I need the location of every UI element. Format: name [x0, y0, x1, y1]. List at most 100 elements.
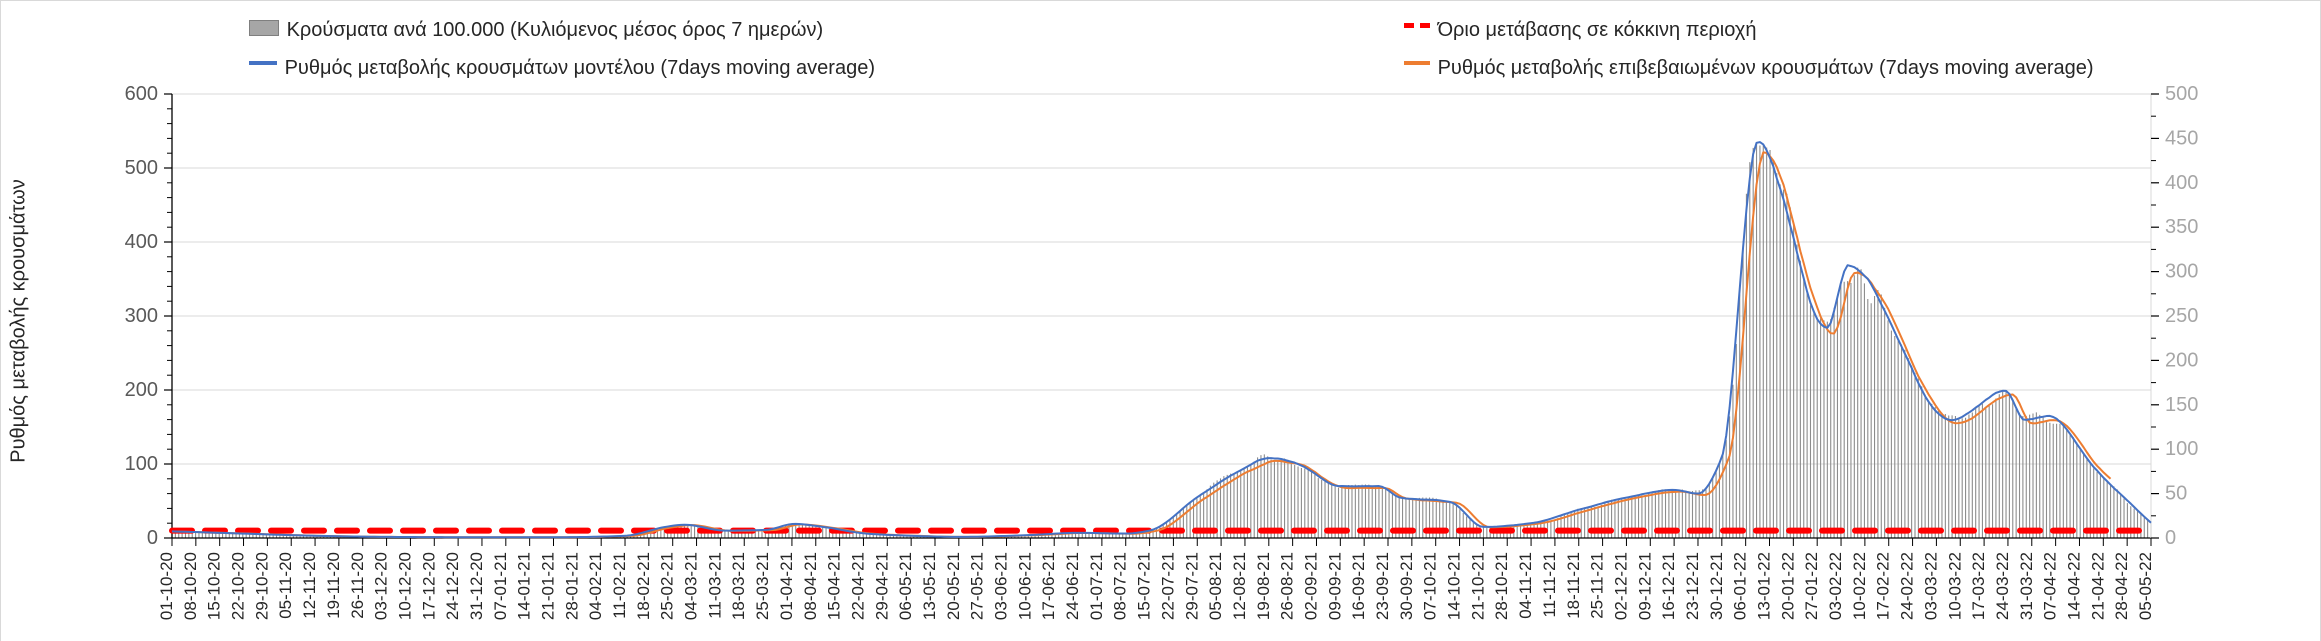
svg-text:09-09-21: 09-09-21	[1325, 552, 1344, 620]
svg-text:27-01-22: 27-01-22	[1802, 552, 1821, 620]
svg-text:01-10-20: 01-10-20	[157, 552, 176, 620]
svg-text:200: 200	[2165, 349, 2198, 371]
svg-text:24-02-22: 24-02-22	[1898, 552, 1917, 620]
svg-text:14-01-21: 14-01-21	[515, 552, 534, 620]
svg-text:08-04-21: 08-04-21	[801, 552, 820, 620]
svg-text:01-04-21: 01-04-21	[777, 552, 796, 620]
svg-text:150: 150	[2165, 394, 2198, 416]
svg-text:10-02-22: 10-02-22	[1850, 552, 1869, 620]
svg-text:10-12-20: 10-12-20	[395, 552, 414, 620]
svg-text:25-03-21: 25-03-21	[753, 552, 772, 620]
svg-text:26-08-21: 26-08-21	[1278, 552, 1297, 620]
svg-text:15-07-21: 15-07-21	[1135, 552, 1154, 620]
svg-text:18-11-21: 18-11-21	[1564, 552, 1583, 619]
svg-text:28-10-21: 28-10-21	[1492, 552, 1511, 620]
svg-text:400: 400	[2165, 172, 2198, 194]
svg-text:18-02-21: 18-02-21	[634, 552, 653, 620]
svg-text:22-07-21: 22-07-21	[1158, 552, 1177, 620]
svg-text:300: 300	[125, 305, 158, 327]
svg-text:17-03-22: 17-03-22	[1969, 552, 1988, 620]
svg-text:27-05-21: 27-05-21	[968, 552, 987, 620]
svg-text:10-03-22: 10-03-22	[1945, 552, 1964, 620]
svg-text:21-04-22: 21-04-22	[2088, 552, 2107, 620]
svg-text:10-06-21: 10-06-21	[1015, 552, 1034, 620]
svg-text:31-12-20: 31-12-20	[467, 552, 486, 620]
svg-text:02-12-21: 02-12-21	[1611, 552, 1630, 620]
svg-text:01-07-21: 01-07-21	[1087, 552, 1106, 620]
svg-text:600: 600	[125, 83, 158, 105]
svg-text:250: 250	[2165, 305, 2198, 327]
svg-text:03-06-21: 03-06-21	[992, 552, 1011, 620]
svg-text:11-11-21: 11-11-21	[1540, 552, 1559, 618]
svg-text:22-04-21: 22-04-21	[848, 552, 867, 620]
svg-text:28-04-22: 28-04-22	[2112, 552, 2131, 620]
svg-text:21-10-21: 21-10-21	[1468, 552, 1487, 620]
svg-text:04-11-21: 04-11-21	[1516, 552, 1535, 619]
svg-text:07-10-21: 07-10-21	[1421, 552, 1440, 620]
svg-text:29-10-20: 29-10-20	[252, 552, 271, 620]
svg-text:350: 350	[2165, 216, 2198, 238]
svg-text:11-03-21: 11-03-21	[705, 552, 724, 619]
svg-text:12-11-20: 12-11-20	[300, 552, 319, 619]
svg-text:500: 500	[2165, 83, 2198, 105]
svg-text:25-11-21: 25-11-21	[1588, 552, 1607, 619]
svg-text:08-10-20: 08-10-20	[181, 552, 200, 620]
svg-text:500: 500	[125, 157, 158, 179]
svg-text:24-12-20: 24-12-20	[443, 552, 462, 620]
svg-text:450: 450	[2165, 127, 2198, 149]
svg-text:26-11-20: 26-11-20	[348, 552, 367, 619]
svg-text:05-08-21: 05-08-21	[1206, 552, 1225, 620]
svg-text:02-09-21: 02-09-21	[1301, 552, 1320, 620]
svg-text:06-01-22: 06-01-22	[1731, 552, 1750, 620]
svg-text:11-02-21: 11-02-21	[610, 552, 629, 619]
svg-text:300: 300	[2165, 261, 2198, 283]
svg-text:31-03-22: 31-03-22	[2017, 552, 2036, 620]
svg-text:400: 400	[125, 231, 158, 253]
svg-text:07-01-21: 07-01-21	[491, 552, 510, 620]
svg-text:05-05-22: 05-05-22	[2136, 552, 2155, 620]
svg-text:04-02-21: 04-02-21	[586, 552, 605, 620]
svg-text:21-01-21: 21-01-21	[538, 552, 557, 620]
svg-text:19-11-20: 19-11-20	[324, 552, 343, 619]
svg-text:14-10-21: 14-10-21	[1445, 552, 1464, 620]
svg-text:20-01-22: 20-01-22	[1778, 552, 1797, 620]
svg-text:0: 0	[147, 527, 158, 549]
svg-text:05-11-20: 05-11-20	[276, 552, 295, 619]
svg-text:17-02-22: 17-02-22	[1874, 552, 1893, 620]
svg-text:24-06-21: 24-06-21	[1063, 552, 1082, 620]
svg-text:29-07-21: 29-07-21	[1182, 552, 1201, 620]
svg-text:13-05-21: 13-05-21	[920, 552, 939, 620]
svg-text:23-09-21: 23-09-21	[1373, 552, 1392, 620]
svg-text:50: 50	[2165, 483, 2187, 505]
svg-text:03-12-20: 03-12-20	[372, 552, 391, 620]
svg-text:07-04-22: 07-04-22	[2041, 552, 2060, 620]
svg-text:09-12-21: 09-12-21	[1635, 552, 1654, 620]
svg-text:12-08-21: 12-08-21	[1230, 552, 1249, 620]
svg-text:24-03-22: 24-03-22	[1993, 552, 2012, 620]
svg-text:29-04-21: 29-04-21	[872, 552, 891, 620]
svg-text:100: 100	[125, 453, 158, 475]
svg-text:15-04-21: 15-04-21	[825, 552, 844, 620]
svg-text:03-03-22: 03-03-22	[1921, 552, 1940, 620]
svg-text:30-09-21: 30-09-21	[1397, 552, 1416, 620]
svg-text:04-03-21: 04-03-21	[682, 552, 701, 620]
svg-text:19-08-21: 19-08-21	[1254, 552, 1273, 620]
svg-text:17-12-20: 17-12-20	[419, 552, 438, 620]
svg-text:23-12-21: 23-12-21	[1683, 552, 1702, 620]
svg-text:28-01-21: 28-01-21	[562, 552, 581, 620]
svg-text:20-05-21: 20-05-21	[944, 552, 963, 620]
svg-text:06-05-21: 06-05-21	[896, 552, 915, 620]
svg-text:16-12-21: 16-12-21	[1659, 552, 1678, 620]
svg-text:13-01-22: 13-01-22	[1755, 552, 1774, 620]
svg-text:22-10-20: 22-10-20	[229, 552, 248, 620]
svg-text:200: 200	[125, 379, 158, 401]
svg-text:100: 100	[2165, 438, 2198, 460]
svg-text:0: 0	[2165, 527, 2176, 549]
svg-text:17-06-21: 17-06-21	[1039, 552, 1058, 620]
svg-text:03-02-22: 03-02-22	[1826, 552, 1845, 620]
svg-text:15-10-20: 15-10-20	[205, 552, 224, 620]
svg-text:08-07-21: 08-07-21	[1111, 552, 1130, 620]
svg-text:14-04-22: 14-04-22	[2064, 552, 2083, 620]
svg-text:18-03-21: 18-03-21	[729, 552, 748, 620]
svg-text:16-09-21: 16-09-21	[1349, 552, 1368, 620]
